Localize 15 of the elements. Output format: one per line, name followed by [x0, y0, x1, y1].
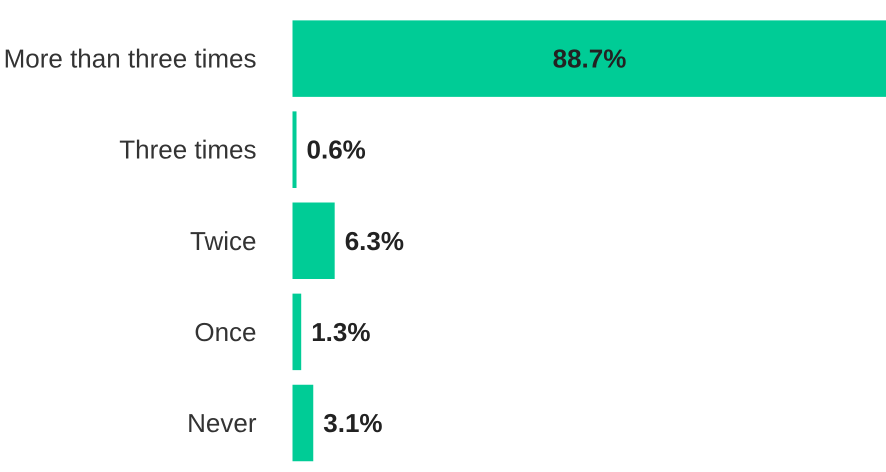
y-tick-label: Once	[194, 316, 257, 347]
data-label: 3.1%	[323, 408, 383, 438]
bar	[292, 20, 886, 97]
data-label: 0.6%	[306, 134, 366, 165]
y-tick-label: More than three times	[4, 44, 256, 74]
data-label: 88.7%	[552, 44, 626, 74]
y-tick-label: Three times	[119, 134, 257, 165]
data-label: 1.3%	[311, 316, 370, 347]
bar	[292, 202, 335, 280]
bar	[292, 111, 297, 188]
bar	[292, 294, 302, 370]
bar	[292, 384, 314, 462]
y-tick-label: Twice	[190, 226, 257, 256]
y-tick-label: Never	[187, 408, 257, 438]
data-label: 6.3%	[344, 226, 404, 256]
